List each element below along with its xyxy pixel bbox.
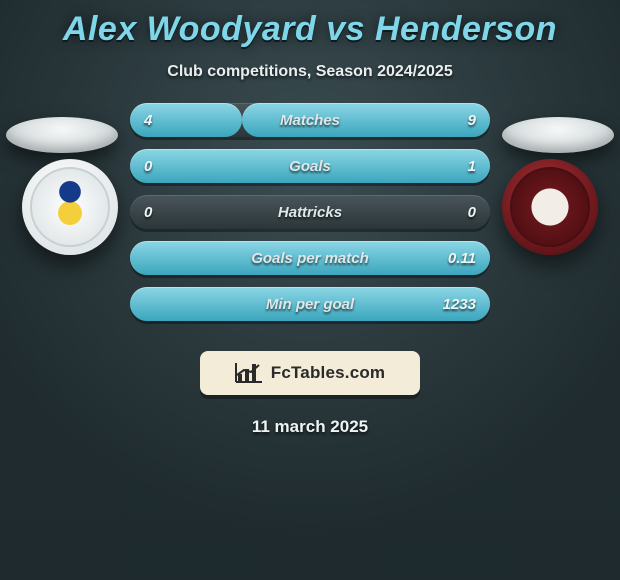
crest-right — [502, 159, 598, 255]
branding-panel: FcTables.com — [200, 351, 420, 395]
stat-label: Goals per match — [130, 241, 490, 275]
stat-label: Matches — [130, 103, 490, 137]
subtitle: Club competitions, Season 2024/2025 — [0, 63, 620, 81]
stat-label: Hattricks — [130, 195, 490, 229]
comparison-arena: Matches49Goals01Hattricks00Goals per mat… — [0, 103, 620, 333]
stat-value-right: 0.11 — [448, 241, 476, 275]
stat-value-left: 4 — [144, 103, 152, 137]
stat-value-right: 1 — [468, 149, 476, 183]
stat-value-right: 0 — [468, 195, 476, 229]
stat-row: Hattricks0 0 — [130, 195, 490, 229]
stat-value-left: 0 — [144, 195, 152, 229]
stat-row: Goals0 1 — [130, 149, 490, 183]
page-title: Alex Woodyard vs Henderson — [0, 0, 620, 49]
stat-value-right: 9 — [468, 103, 476, 137]
date-text: 11 march 2025 — [0, 417, 620, 437]
stat-label: Goals — [130, 149, 490, 183]
stat-row: Min per goal1233 — [130, 287, 490, 321]
stat-value-right: 1233 — [443, 287, 476, 321]
branding-text: FcTables.com — [271, 363, 386, 383]
stat-value-left: 0 — [144, 149, 152, 183]
chart-icon — [235, 362, 263, 384]
stat-label: Min per goal — [130, 287, 490, 321]
oval-left — [6, 117, 118, 153]
oval-right — [502, 117, 614, 153]
crest-right-inner — [510, 167, 590, 247]
stat-row: Matches4 9 — [130, 103, 490, 137]
stat-row: Goals per match0.11 — [130, 241, 490, 275]
crest-left — [22, 159, 118, 255]
crest-left-inner — [30, 167, 110, 247]
stat-rows: Matches49Goals01Hattricks00Goals per mat… — [130, 103, 490, 321]
